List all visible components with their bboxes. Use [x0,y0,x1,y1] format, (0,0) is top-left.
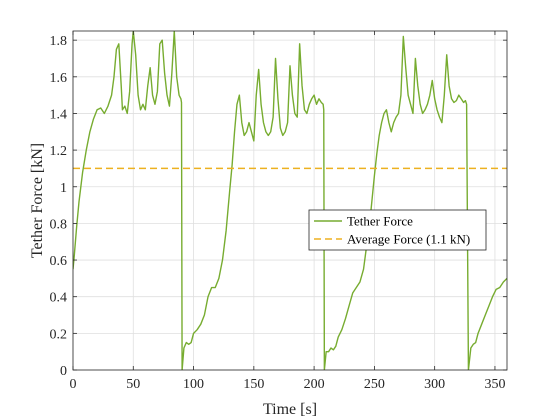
y-tick-label: 1.4 [50,107,68,122]
x-tick-label: 150 [243,377,264,392]
x-tick-label: 0 [70,377,77,392]
y-tick-label: 0.6 [50,254,68,269]
plot-frame [72,30,508,371]
y-tick-label: 0.8 [50,217,68,232]
y-tick-label: 1.8 [50,34,68,49]
y-tick-label: 0 [60,364,67,379]
x-tick-label: 300 [424,377,445,392]
x-axis-title: Time [s] [263,401,317,418]
y-tick-label: 1.6 [50,71,68,86]
y-tick-label: 0.4 [50,291,68,306]
y-axis-title: Tether Force [kN] [29,143,46,258]
y-tick-label: 0.2 [50,327,68,342]
legend: Tether Force Average Force (1.1 kN) [308,209,487,251]
x-tick-label: 250 [364,377,385,392]
legend-box [308,209,487,251]
tick-layer: 0 50 100 150 200 250 300 350 0 0.2 0.4 0.6 0.8 1 1.2 1.… [50,31,507,392]
x-tick-label: 350 [484,377,505,392]
legend-label-tether-force: Tether Force [347,214,413,229]
series-line-tether-force [73,31,507,370]
y-tick-label: 1 [60,181,67,196]
x-tick-label: 50 [126,377,140,392]
y-tick-label: 1.2 [50,144,68,159]
legend-label-average-force: Average Force (1.1 kN) [347,232,470,247]
x-tick-label: 100 [183,377,204,392]
series-layer [73,31,507,370]
x-tick-label: 200 [304,377,325,392]
